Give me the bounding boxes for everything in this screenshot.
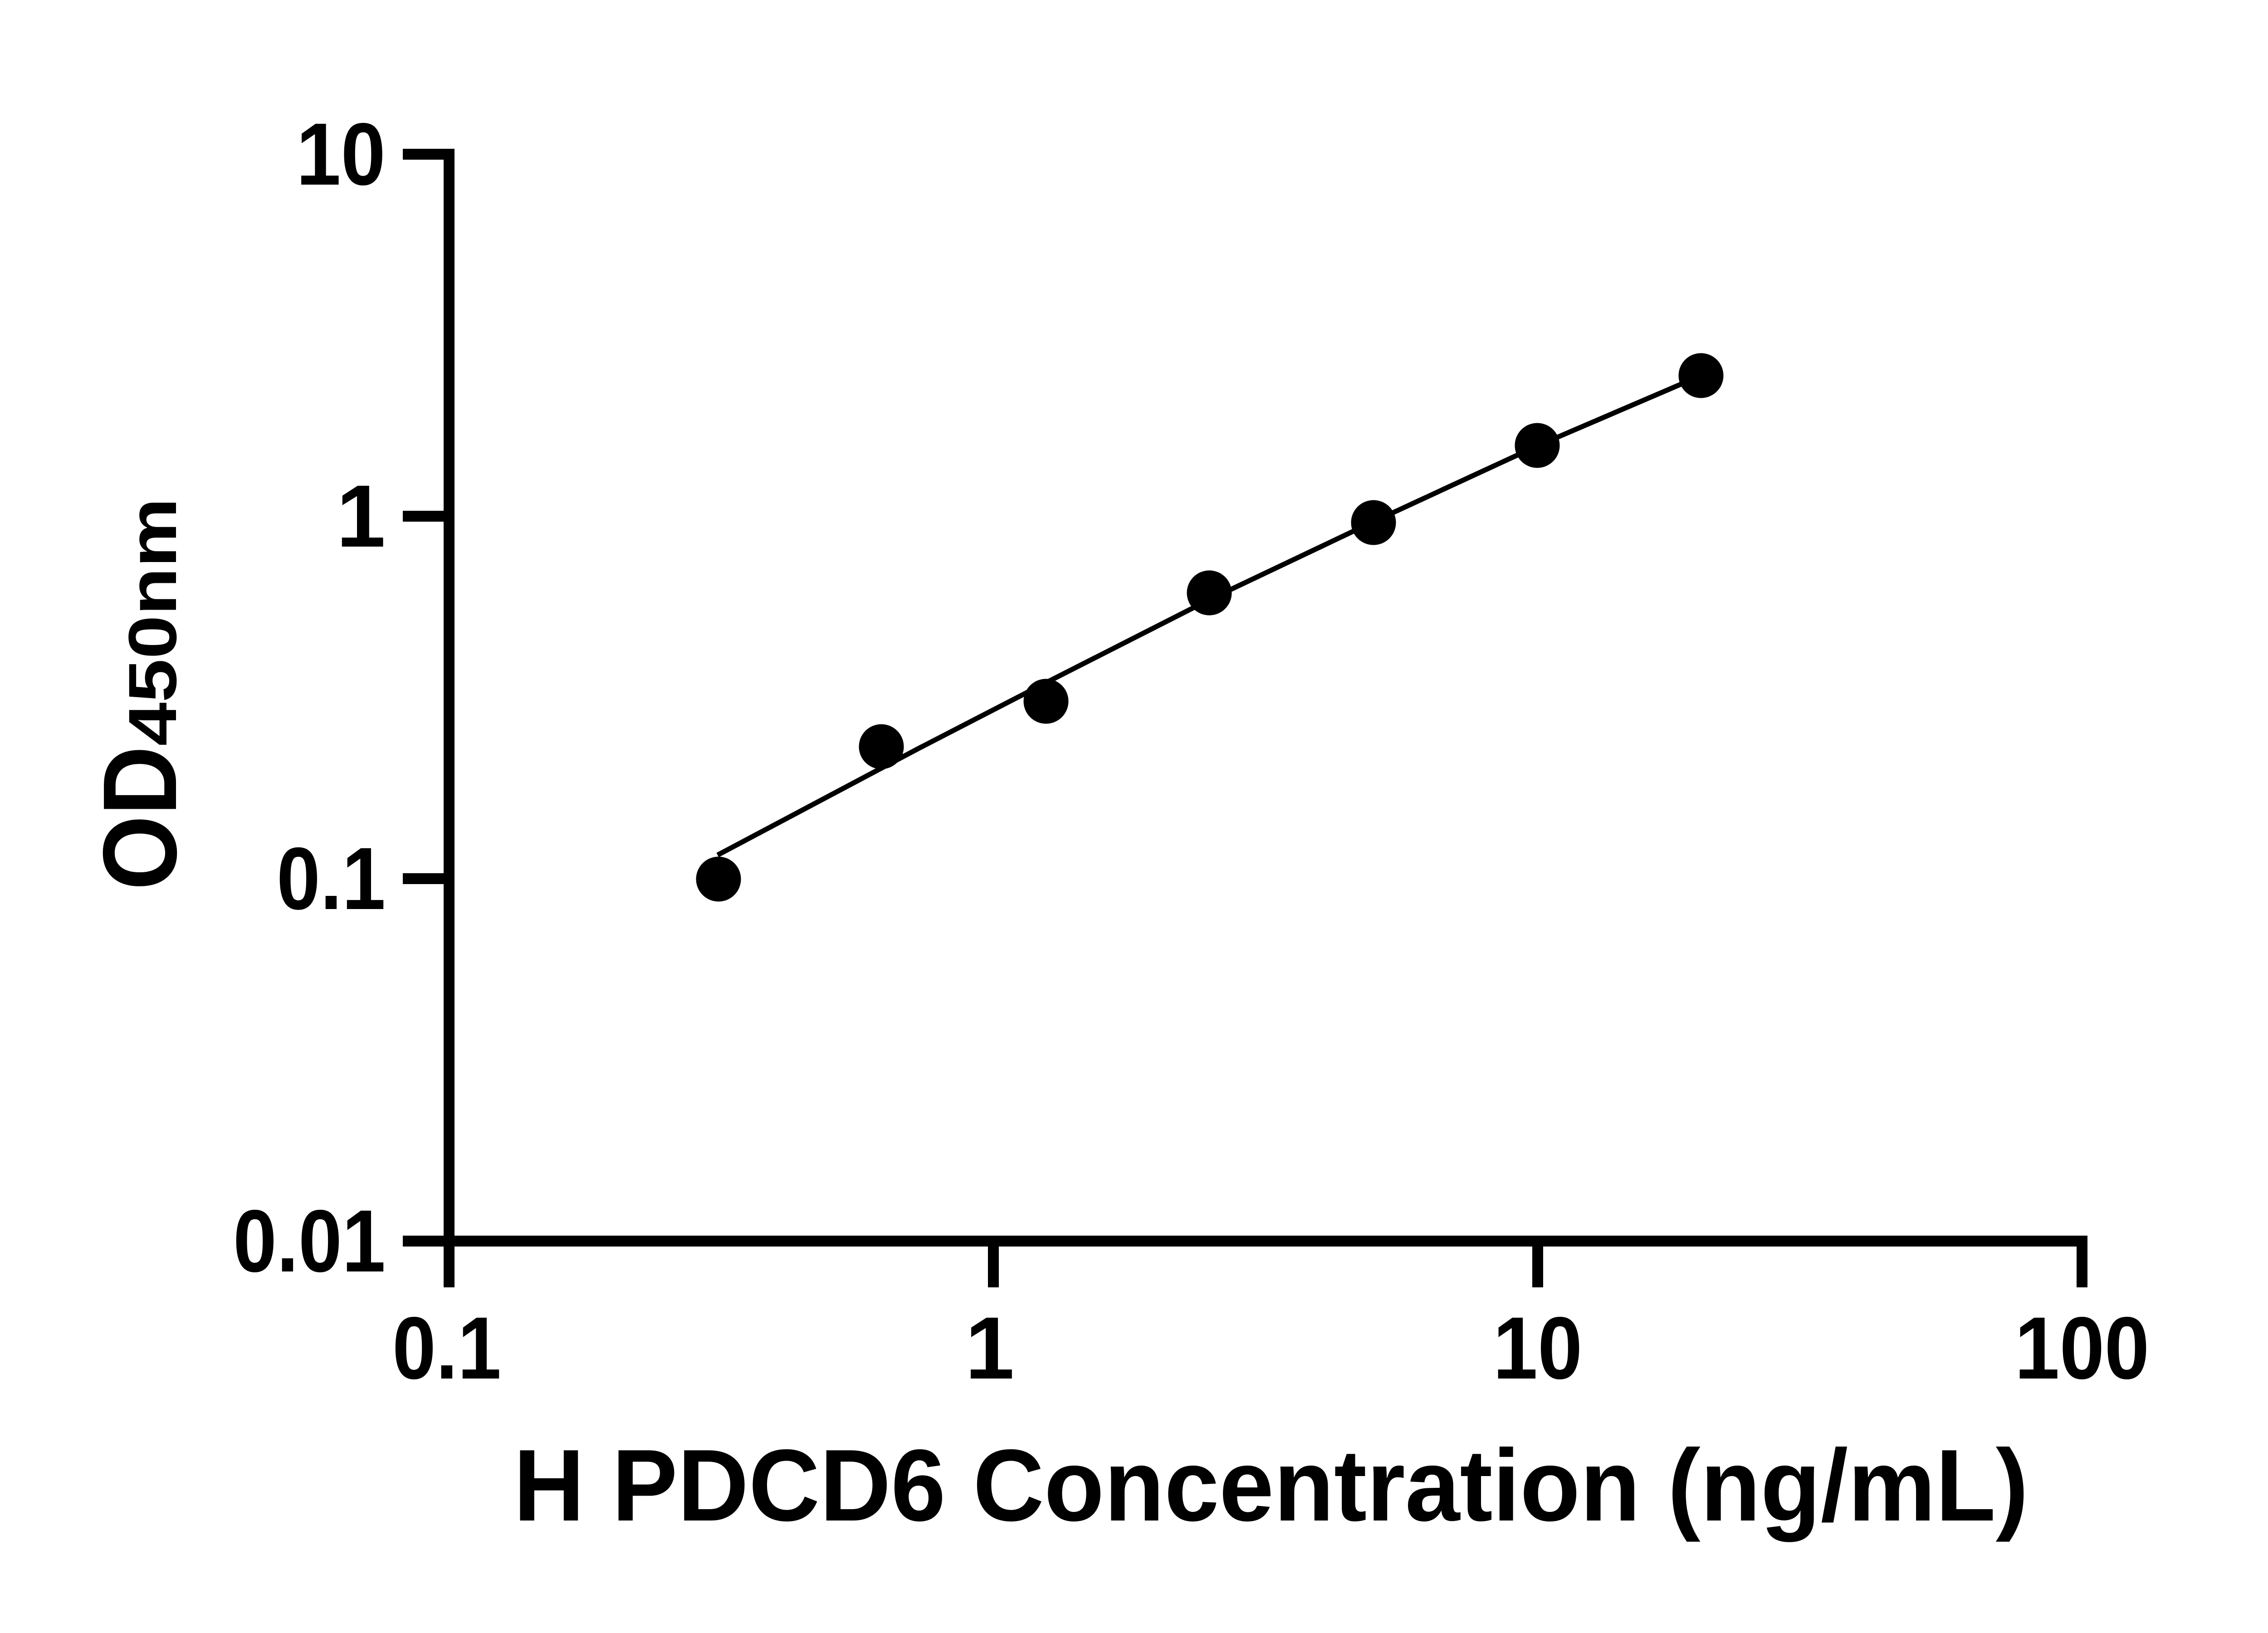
svg-text:10: 10 [296, 105, 386, 204]
svg-text:0.1: 0.1 [392, 1299, 501, 1398]
svg-text:100: 100 [2015, 1299, 2150, 1398]
svg-text:H PDCD6 Concentration (ng/mL): H PDCD6 Concentration (ng/mL) [513, 1428, 2028, 1542]
svg-text:0.1: 0.1 [277, 829, 386, 928]
svg-text:OD450nm: OD450nm [81, 498, 198, 890]
svg-text:10: 10 [1493, 1299, 1583, 1398]
svg-text:1: 1 [965, 1299, 1014, 1398]
svg-text:0.01: 0.01 [233, 1192, 386, 1291]
svg-text:1: 1 [337, 467, 386, 566]
